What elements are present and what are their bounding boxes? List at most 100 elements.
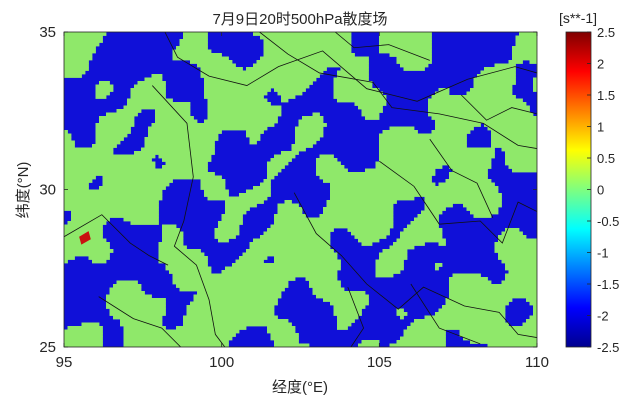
x-tick-label: 110 <box>525 354 549 371</box>
field-cell-green <box>64 140 75 145</box>
field-cell-green <box>64 53 93 57</box>
field-cell-green <box>130 221 159 225</box>
field-cell-green <box>218 238 229 243</box>
field-cell-green <box>473 81 516 85</box>
field-cell-green <box>449 165 492 169</box>
field-cell-green <box>71 217 110 222</box>
field-cell-green <box>449 175 488 180</box>
field-cell-green <box>449 287 537 292</box>
field-cell-green <box>379 154 495 159</box>
field-cell-green <box>312 112 320 117</box>
field-cell-green <box>379 158 492 162</box>
field-cell-green <box>162 235 184 239</box>
colorbar-tick-label: 1.5 <box>597 88 615 103</box>
field-cell-green <box>197 291 282 295</box>
field-cell-green <box>256 60 369 64</box>
field-cell-green <box>316 161 341 166</box>
field-cell-green <box>123 217 159 222</box>
field-cell-green <box>435 126 474 131</box>
field-cell-green <box>267 172 278 176</box>
field-cell-green <box>246 67 327 71</box>
x-tick-label: 95 <box>56 354 73 371</box>
field-cell-green <box>64 333 103 337</box>
field-cell-green <box>141 147 215 152</box>
field-cell-green <box>64 207 159 211</box>
field-cell-green <box>214 235 236 239</box>
field-cell-green <box>64 256 75 260</box>
field-cell-green <box>333 84 373 89</box>
field-cell-green <box>158 252 205 257</box>
field-cell-green <box>200 182 226 187</box>
field-cell-green <box>64 224 103 229</box>
x-axis: 95 100 105 110 <box>56 32 549 371</box>
x-axis-label: 经度(°E) <box>272 379 328 396</box>
plot-area <box>63 31 538 348</box>
field-cell-green <box>337 326 348 330</box>
field-cell-green <box>333 77 369 82</box>
field-cell-green <box>403 333 446 337</box>
field-cell-green <box>309 280 341 285</box>
field-cell-green <box>144 140 215 145</box>
field-cell-green <box>529 60 537 64</box>
field-cell-green <box>204 88 271 92</box>
field-cell-green <box>200 67 243 71</box>
field-cell-green <box>207 196 268 201</box>
colorbar-tick-label: 2 <box>597 57 604 72</box>
field-cell-green <box>340 67 369 71</box>
chart-title: 7月9日20时500hPa散度场 <box>212 11 387 28</box>
field-cell-green <box>64 151 114 155</box>
field-cell-green <box>64 231 103 236</box>
field-cell-green <box>347 228 390 232</box>
field-cell-green <box>396 312 408 316</box>
field-cell-green <box>144 137 219 141</box>
boundary-line <box>98 296 181 347</box>
field-cell-green <box>393 242 425 246</box>
field-cell-green <box>316 165 345 169</box>
field-cell-green <box>190 60 233 64</box>
field-cell-green <box>445 301 509 306</box>
field-cell-green <box>214 228 240 232</box>
field-cell-green <box>414 319 506 323</box>
field-cell-green <box>64 329 103 334</box>
field-cell-green <box>498 256 537 260</box>
field-cell-green <box>501 280 537 285</box>
field-cell-green <box>172 277 296 281</box>
field-cell-green <box>64 228 103 232</box>
field-cell-green <box>235 259 264 264</box>
boundary-line <box>64 214 169 266</box>
field-cell-green <box>498 235 527 239</box>
colorbar-tick-label: -0.5 <box>597 214 619 229</box>
field-cell-green <box>225 203 257 208</box>
field-cell-green <box>109 291 145 295</box>
field-cell-green <box>267 329 296 334</box>
field-cell-green <box>424 207 446 211</box>
x-tick-label: 105 <box>367 354 392 371</box>
field-cell-green <box>64 42 100 47</box>
field-cell-green <box>431 95 516 99</box>
field-cell-green <box>312 287 345 292</box>
field-cell-green <box>270 158 292 162</box>
field-cell-green <box>151 74 163 78</box>
y-axis-label: 纬度(°N) <box>15 162 32 219</box>
field-cell-green <box>263 231 331 236</box>
field-cell-green <box>365 116 380 120</box>
field-cell-green <box>172 280 289 285</box>
field-cell-green <box>414 217 439 222</box>
field-cell-green <box>263 179 271 183</box>
field-cell-red <box>79 231 91 245</box>
field-cell-green <box>92 259 107 264</box>
field-cell-green <box>449 291 537 295</box>
field-cell-green <box>106 301 166 306</box>
field-cell-green <box>424 196 502 201</box>
field-cell-green <box>200 186 226 190</box>
field-cell-green <box>295 137 320 141</box>
field-cell-green <box>95 91 110 96</box>
field-cell-green <box>186 308 275 313</box>
field-cell-green <box>305 277 338 281</box>
field-cell-green <box>298 123 327 127</box>
field-cell-green <box>505 154 537 159</box>
field-cell-green <box>379 256 408 260</box>
field-cell-green <box>400 231 443 236</box>
field-cell-green <box>225 266 341 271</box>
field-cell-green <box>64 144 75 148</box>
